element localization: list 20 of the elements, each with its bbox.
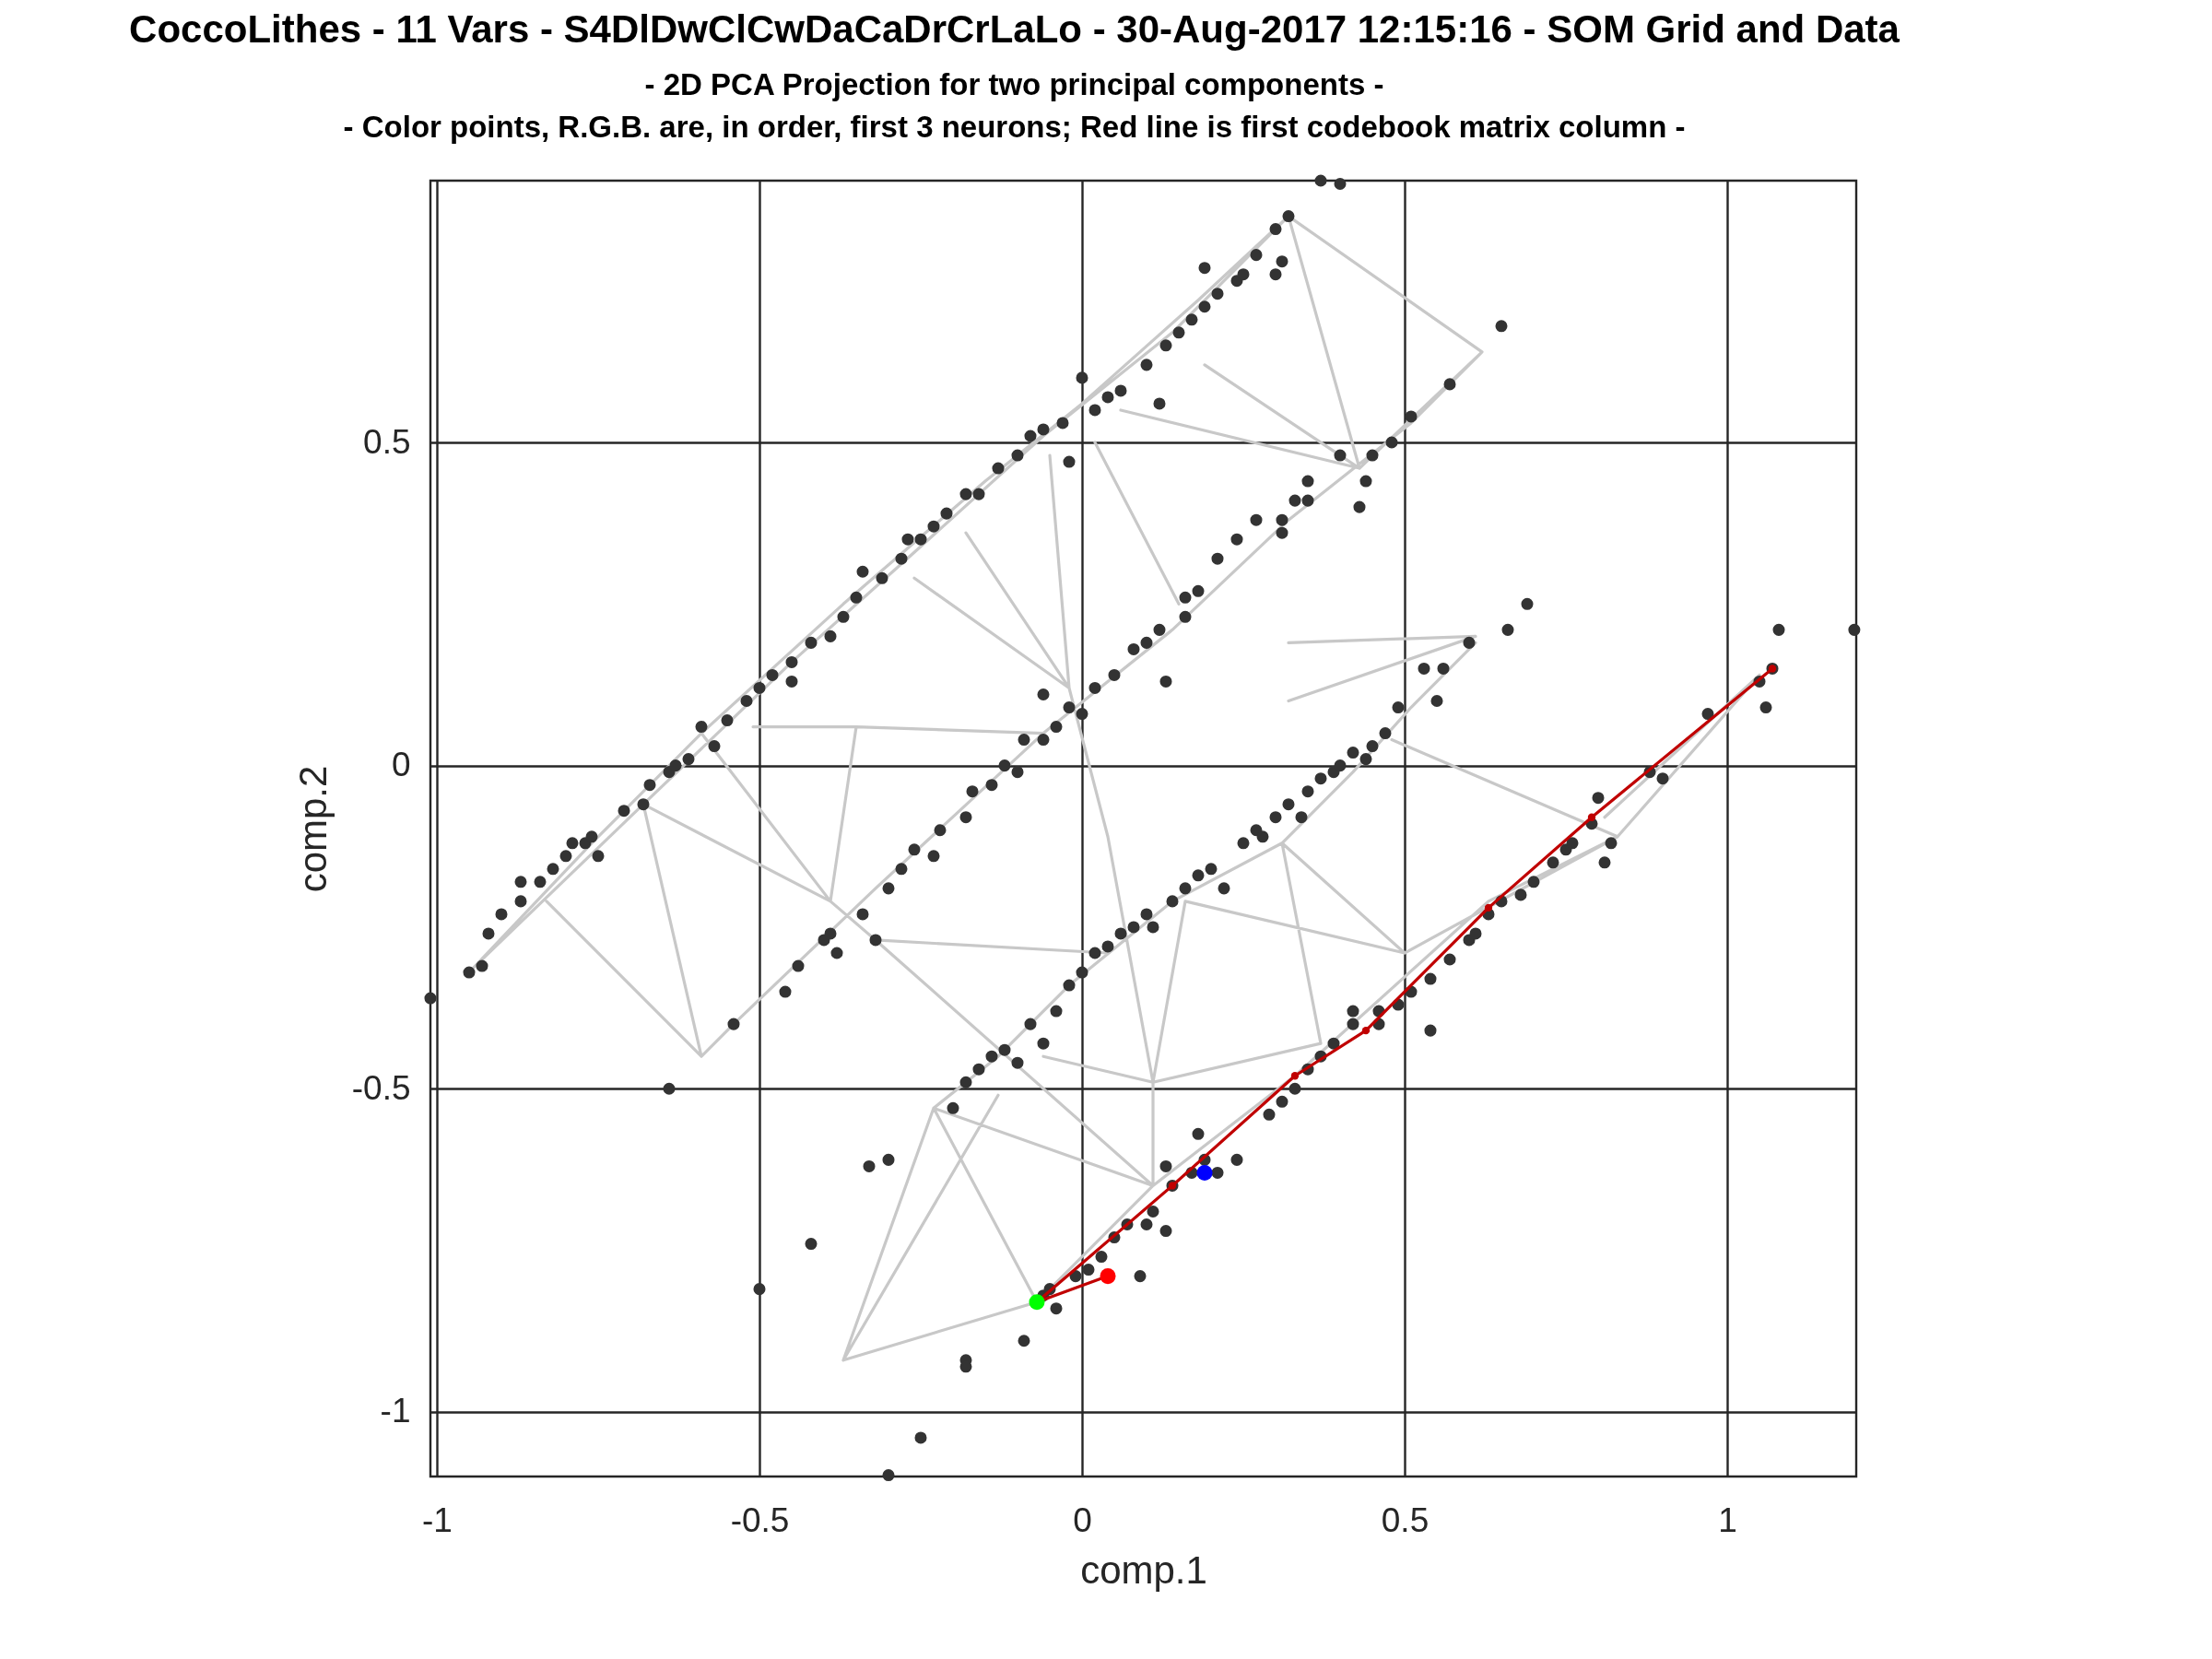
point — [1361, 1026, 1371, 1035]
chart-title: CoccoLithes - 11 Vars - S4DlDwClCwDaCaDrCrLaLo - 30-Aug-2017 12:15:16 - SOM Grid and Data — [129, 7, 1900, 52]
x-tick-label: 0.5 — [1381, 1500, 1430, 1539]
point — [1196, 1164, 1213, 1181]
point — [1029, 1294, 1045, 1311]
x-axis-title: comp.1 — [1080, 1547, 1207, 1592]
y-tick-label: -0.5 — [351, 1068, 411, 1107]
y-tick-label: 0.5 — [363, 422, 411, 461]
y-tick-label: -1 — [380, 1392, 411, 1430]
x-tick-label: -1 — [422, 1500, 453, 1539]
point — [1290, 1072, 1300, 1080]
y-axis-title: comp.2 — [290, 765, 335, 893]
x-tick-label: 1 — [1718, 1500, 1737, 1539]
x-tick-label: -0.5 — [730, 1500, 790, 1539]
chart-subtitle: - 2D PCA Projection for two principal components - - Color points, R.G.B. are, in order, first 3 neurons; Red line is first codebook matrix column - — [343, 67, 1686, 145]
x-tick-label: 0 — [1073, 1500, 1092, 1539]
point — [1100, 1268, 1116, 1285]
point — [1587, 813, 1596, 821]
y-tick-label: 0 — [391, 746, 411, 784]
point — [1484, 903, 1493, 912]
